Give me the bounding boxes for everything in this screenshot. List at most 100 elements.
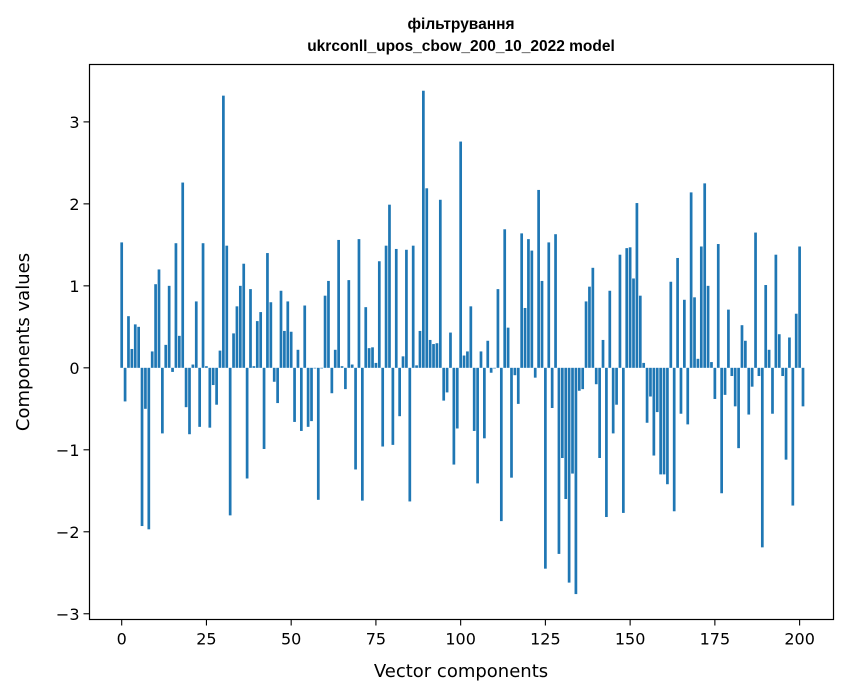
x-tick-label: 125 [530, 630, 561, 649]
bar-83 [401, 356, 405, 368]
bar-139 [591, 267, 595, 368]
bar-151 [632, 278, 635, 368]
bar-156 [649, 367, 652, 397]
y-tick-label: −1 [56, 441, 80, 460]
bar-11 [157, 269, 161, 368]
bar-134 [574, 367, 578, 595]
bar-129 [557, 367, 561, 554]
bar-181 [733, 367, 737, 407]
bar-49 [286, 301, 290, 368]
bar-105 [476, 367, 479, 484]
bar-180 [730, 367, 734, 377]
x-tick-label: 50 [281, 630, 301, 649]
bar-117 [516, 367, 520, 404]
bar-75 [374, 362, 378, 368]
bar-29 [218, 350, 222, 368]
bar-51 [293, 367, 296, 422]
y-axis-ticks: −3 −2 −1 0 1 2 3 [56, 113, 90, 624]
bar-25 [205, 366, 208, 368]
bar-73 [367, 348, 371, 368]
bar-137 [584, 301, 588, 368]
bar-99 [455, 367, 459, 429]
bar-153 [638, 295, 642, 368]
y-tick-label: 1 [69, 277, 79, 296]
bar-4 [133, 324, 137, 368]
bar-45 [272, 367, 276, 382]
bar-84 [405, 249, 408, 368]
bar-154 [642, 362, 646, 368]
plot-frame [88, 63, 835, 621]
bar-184 [744, 340, 747, 368]
bar-166 [683, 299, 686, 368]
bar-109 [489, 367, 493, 373]
bar-61 [327, 280, 330, 368]
bar-159 [659, 367, 662, 475]
bar-70 [357, 239, 361, 368]
bar-173 [706, 285, 710, 368]
bar-171 [699, 246, 703, 368]
bar-63 [333, 349, 337, 368]
bar-182 [737, 367, 740, 449]
bar-40 [255, 321, 259, 368]
bar-170 [696, 358, 700, 368]
bar-79 [388, 204, 391, 368]
bar-110 [493, 367, 496, 369]
bar-87 [415, 365, 418, 368]
bars-group [120, 90, 805, 595]
x-tick-label: 0 [117, 630, 127, 649]
bar-56 [310, 367, 313, 422]
bar-44 [269, 302, 273, 368]
bar-88 [418, 330, 422, 368]
bar-94 [438, 199, 442, 368]
bar-194 [777, 334, 781, 368]
bar-158 [655, 367, 659, 413]
bar-141 [598, 367, 601, 458]
bar-106 [479, 351, 483, 368]
bar-50 [289, 331, 293, 368]
bar-38 [249, 289, 252, 368]
bar-178 [723, 367, 727, 395]
bar-169 [693, 297, 696, 368]
bar-162 [669, 281, 673, 368]
bar-150 [628, 247, 632, 368]
bar-185 [747, 367, 751, 415]
bar-10 [154, 284, 157, 368]
bar-48 [283, 330, 286, 368]
chart-title-line1: фільтрування [407, 16, 514, 33]
bar-144 [608, 290, 612, 368]
bar-68 [350, 364, 354, 368]
bar-35 [238, 285, 242, 368]
bar-13 [164, 344, 168, 368]
bar-157 [652, 367, 656, 456]
bar-179 [727, 309, 730, 368]
bar-27 [211, 367, 215, 386]
bar-65 [340, 366, 344, 368]
bar-60 [323, 295, 327, 368]
bar-31 [225, 245, 229, 368]
bar-128 [554, 234, 557, 368]
bar-92 [432, 344, 435, 368]
bar-190 [764, 285, 768, 368]
x-tick-label: 150 [615, 630, 646, 649]
bar-33 [232, 333, 235, 368]
bar-24 [201, 243, 205, 368]
x-tick-label: 175 [700, 630, 731, 649]
bar-100 [459, 141, 463, 368]
bar-102 [466, 351, 469, 368]
bar-69 [354, 367, 357, 470]
bar-97 [449, 332, 452, 368]
bar-36 [242, 263, 246, 368]
bar-122 [533, 367, 537, 378]
bar-59 [320, 367, 324, 369]
bar-143 [605, 367, 608, 518]
bar-17 [177, 335, 181, 368]
bar-120 [527, 239, 530, 368]
chart-title-line2: ukrconll_upos_cbow_200_10_2022 model [307, 38, 615, 55]
bar-160 [662, 367, 666, 475]
bar-189 [760, 367, 764, 548]
bar-80 [391, 367, 395, 445]
bar-138 [588, 286, 591, 368]
bar-115 [510, 367, 513, 478]
